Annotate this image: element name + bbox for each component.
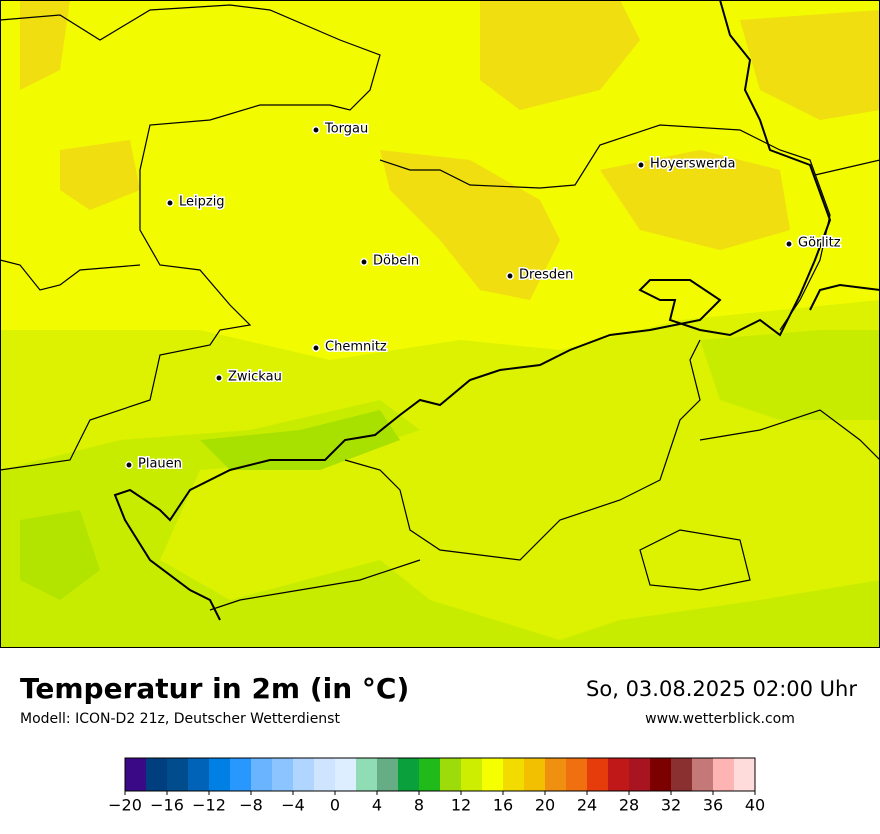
city-label: Chemnitz xyxy=(325,340,387,355)
colorbar-segment xyxy=(356,758,378,791)
city-dot xyxy=(785,240,793,248)
colorbar-segment xyxy=(293,758,315,791)
city-label: Görlitz xyxy=(798,236,841,251)
colorbar-segment xyxy=(566,758,588,791)
colorbar-segment xyxy=(377,758,399,791)
colorbar-segment xyxy=(272,758,294,791)
colorbar-tick-label: 4 xyxy=(372,796,382,815)
colorbar-segment xyxy=(125,758,147,791)
national-border xyxy=(809,283,880,311)
colorbar-tick-label: 8 xyxy=(414,796,424,815)
colorbar-segment xyxy=(692,758,714,791)
colorbar-tick-label: 40 xyxy=(745,796,765,815)
colorbar-tick-label: −4 xyxy=(281,796,305,815)
colorbar-segment xyxy=(545,758,567,791)
colorbar-tick-label: −16 xyxy=(150,796,184,815)
cool-area xyxy=(0,400,880,648)
city-label: Hoyerswerda xyxy=(650,157,736,172)
state-border xyxy=(379,124,831,331)
colorbar-tick-label: 12 xyxy=(451,796,471,815)
warm-area xyxy=(20,0,70,90)
city-label: Zwickau xyxy=(228,370,282,385)
state-border xyxy=(0,4,381,471)
warm-area xyxy=(600,150,790,250)
colorbar: −20 −16 −12 −8 −4 0 4 8 12 16 20 24 28 32 36 40 xyxy=(108,757,765,815)
subtitle: Modell: ICON-D2 21z, Deutscher Wetterdie… xyxy=(20,711,340,727)
city-label: Dresden xyxy=(519,268,573,283)
warm-area xyxy=(740,10,880,120)
state-border xyxy=(814,159,880,176)
city-label: Torgau xyxy=(324,122,368,137)
colorbar-tick-label: 20 xyxy=(535,796,555,815)
city-dot xyxy=(637,161,645,169)
city-dot xyxy=(166,199,174,207)
region-border xyxy=(344,339,701,561)
title: Temperatur in 2m (in °C) xyxy=(20,672,409,705)
region-border xyxy=(639,529,751,591)
city-dot xyxy=(215,374,223,382)
colorbar-segment xyxy=(713,758,735,791)
region-border xyxy=(209,559,421,611)
map: Torgau Leipzig Döbeln Dresden Hoyerswerda Gör… xyxy=(0,0,880,648)
colorbar-segment xyxy=(419,758,441,791)
colorbar-tick-label: 0 xyxy=(330,796,340,815)
cool-area xyxy=(0,300,880,648)
city-dot xyxy=(506,272,514,280)
colorbar-segment xyxy=(251,758,273,791)
city-label: Plauen xyxy=(138,457,182,472)
colorbar-segment xyxy=(503,758,525,791)
city-dot xyxy=(360,258,368,266)
cold-area xyxy=(200,410,400,470)
cities: Torgau Leipzig Döbeln Dresden Hoyerswerda Gör… xyxy=(125,120,842,473)
colorbar-tick-label: −20 xyxy=(108,796,142,815)
colorbar-segment xyxy=(524,758,546,791)
warm-area xyxy=(60,140,140,210)
colorbar-segment xyxy=(650,758,672,791)
colorbar-segment xyxy=(188,758,210,791)
colorbar-segment xyxy=(335,758,357,791)
website: www.wetterblick.com xyxy=(645,711,795,727)
city-dot xyxy=(125,461,133,469)
colorbar-segment xyxy=(587,758,609,791)
city-dot xyxy=(312,126,320,134)
colorbar-segment xyxy=(734,758,756,791)
colorbar-segment xyxy=(314,758,336,791)
colorbar-tick-label: −8 xyxy=(239,796,263,815)
colorbar-frame xyxy=(124,757,756,792)
city-dot xyxy=(312,344,320,352)
colorbar-tick-label: 28 xyxy=(619,796,639,815)
colorbar-segment xyxy=(167,758,189,791)
colorbar-tick-label: 24 xyxy=(577,796,597,815)
cool-area xyxy=(700,330,880,420)
national-border xyxy=(113,0,832,621)
colorbar-segment xyxy=(671,758,693,791)
colorbar-segment xyxy=(461,758,483,791)
colorbar-segment xyxy=(608,758,630,791)
city-label: Leipzig xyxy=(179,195,225,210)
colorbar-segment xyxy=(146,758,168,791)
city-label: Döbeln xyxy=(373,254,419,269)
colorbar-segment xyxy=(440,758,462,791)
colorbar-tick-label: 36 xyxy=(703,796,723,815)
colorbar-tick-label: 32 xyxy=(661,796,681,815)
colorbar-tick-label: 16 xyxy=(493,796,513,815)
cold-area xyxy=(20,510,100,600)
region-border xyxy=(699,409,880,461)
colorbar-segment xyxy=(230,758,252,791)
colorbar-segment xyxy=(482,758,504,791)
date: So, 03.08.2025 02:00 Uhr xyxy=(586,677,857,701)
colorbar-segment xyxy=(398,758,420,791)
colorbar-tick-label: −12 xyxy=(192,796,226,815)
state-border xyxy=(0,259,141,291)
warm-area xyxy=(480,0,640,110)
colorbar-segment xyxy=(209,758,231,791)
colorbar-segment xyxy=(629,758,651,791)
